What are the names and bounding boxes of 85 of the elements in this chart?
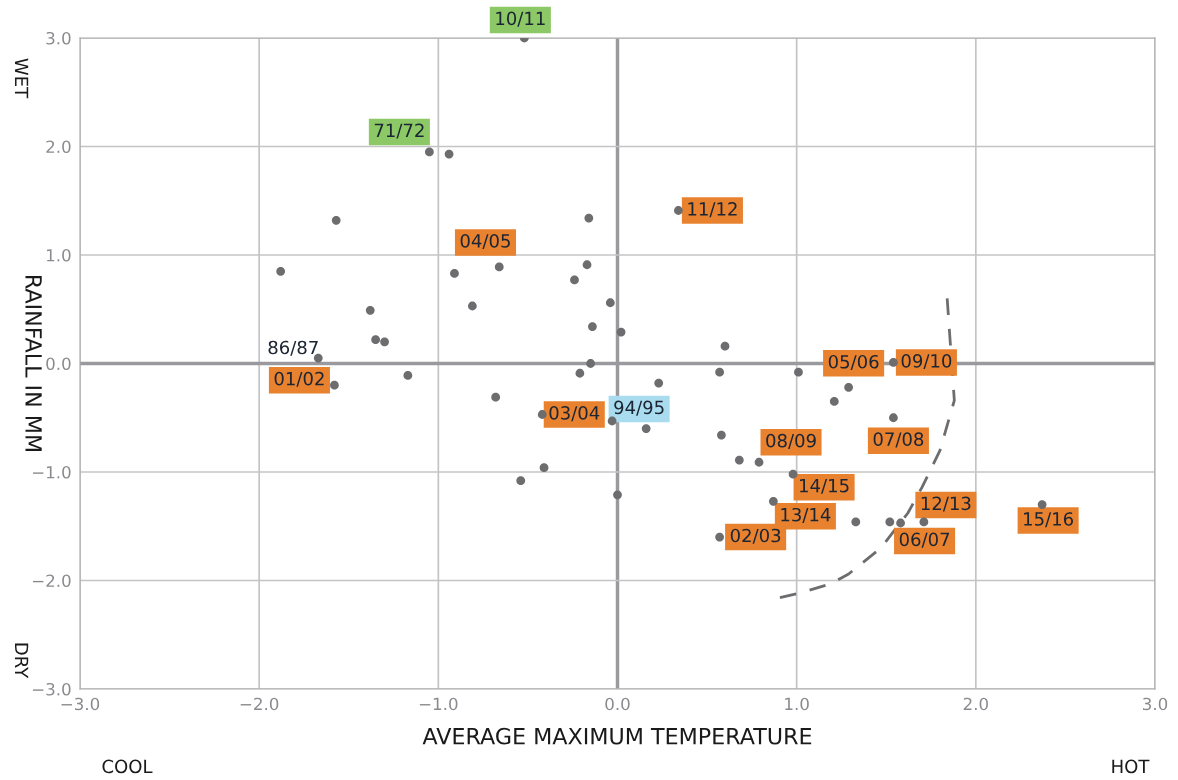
annotation: 09/10 [901, 354, 952, 370]
x-tick-label: 3.0 [1143, 697, 1168, 711]
point [717, 430, 726, 440]
point [330, 380, 339, 390]
y-tick-label: 1.0 [46, 248, 71, 262]
point [754, 457, 764, 467]
annotation: 15/16 [1024, 512, 1073, 528]
text: HOT [1112, 759, 1150, 774]
annotation: 08/09 [766, 433, 816, 449]
text: WET [15, 58, 29, 99]
annotation: 13/14 [781, 507, 831, 523]
point [613, 490, 622, 500]
point [575, 368, 585, 378]
point [605, 298, 615, 308]
point [829, 397, 839, 406]
x-tick-label: 0.0 [605, 697, 630, 711]
y-tick-label: −3.0 [32, 682, 71, 696]
annotation: 10/11 [496, 11, 545, 27]
annotation: 12/13 [921, 496, 971, 512]
point [494, 262, 504, 272]
point [516, 476, 526, 486]
point [582, 260, 592, 270]
point [607, 416, 617, 426]
y-tick-label: −2.0 [32, 574, 71, 588]
point [331, 215, 341, 225]
point [734, 455, 744, 465]
point [889, 358, 898, 367]
annotation: 04/05 [460, 234, 510, 250]
point [380, 337, 389, 347]
point [365, 305, 375, 315]
annotation: 03/04 [549, 406, 600, 422]
point [570, 275, 579, 285]
point [444, 149, 454, 159]
point [586, 359, 596, 368]
annotation: 71/72 [374, 123, 424, 139]
point [584, 213, 594, 223]
y-axis-title: RAINFALL IN MM [25, 276, 42, 451]
point [1037, 500, 1047, 509]
point [654, 378, 664, 388]
y-tick-label: 3.0 [46, 31, 71, 45]
point [885, 517, 895, 527]
annotation: 06/07 [899, 532, 950, 548]
annotation: 86/87 [268, 340, 318, 356]
point [896, 518, 905, 528]
y-tick-label: 2.0 [46, 140, 71, 154]
point [715, 367, 725, 377]
x-tick-label: −1.0 [419, 697, 458, 711]
point [851, 517, 861, 527]
point [794, 367, 803, 377]
point [788, 469, 798, 479]
point [537, 410, 547, 419]
annotation: 01/02 [274, 371, 324, 387]
point [674, 206, 683, 215]
point [491, 392, 501, 402]
x-tick-label: −3.0 [61, 697, 100, 711]
point [720, 341, 730, 351]
point [919, 517, 929, 527]
y-tick-label: −1.0 [32, 465, 71, 479]
x-tick-label: −2.0 [240, 697, 279, 711]
text: DRY [15, 643, 29, 679]
annotation: 11/12 [688, 202, 737, 218]
point [768, 496, 778, 506]
point [539, 463, 549, 473]
annotation: 94/95 [614, 400, 664, 416]
point [467, 301, 477, 311]
annotation: 05/06 [828, 354, 879, 371]
x-axis-title: AVERAGE MAXIMUM TEMPERATURE [422, 727, 812, 745]
y-tick-label: 0.0 [46, 357, 71, 371]
point [616, 327, 626, 337]
text: COOL [102, 759, 153, 774]
point [889, 413, 898, 423]
point [715, 532, 725, 542]
annotation: 07/08 [873, 432, 924, 448]
point [844, 382, 854, 392]
annotation: 02/03 [730, 528, 781, 544]
x-tick-label: 1.0 [785, 697, 809, 711]
point [371, 335, 381, 345]
point [588, 322, 597, 331]
point [424, 147, 434, 157]
annotation: 14/15 [800, 478, 849, 494]
point [403, 371, 413, 380]
point [276, 266, 286, 276]
point [641, 424, 651, 433]
point [450, 269, 459, 278]
x-tick-label: 2.0 [963, 697, 988, 711]
